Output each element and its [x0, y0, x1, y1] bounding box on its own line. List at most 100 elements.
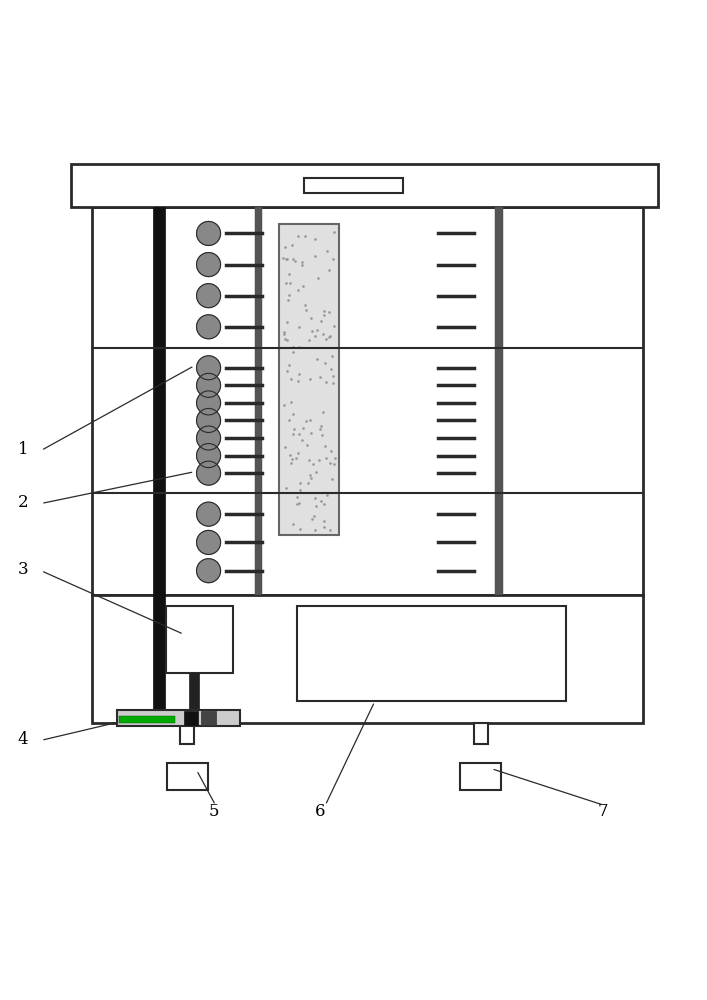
Point — [280, 275, 291, 291]
Point — [293, 366, 305, 382]
Point — [325, 455, 336, 471]
Point — [293, 228, 304, 244]
Point — [295, 475, 306, 491]
Point — [279, 439, 291, 455]
Point — [315, 369, 326, 385]
Circle shape — [197, 502, 221, 526]
Point — [327, 375, 339, 391]
Bar — [153, 207, 165, 595]
Bar — [201, 711, 216, 725]
Point — [291, 489, 303, 505]
Point — [327, 368, 338, 384]
Point — [327, 348, 338, 364]
Point — [329, 450, 341, 466]
Bar — [119, 716, 175, 723]
Point — [320, 331, 332, 347]
Circle shape — [197, 373, 221, 397]
Circle shape — [197, 391, 221, 415]
Bar — [184, 711, 198, 725]
Point — [282, 292, 293, 308]
Point — [305, 371, 316, 387]
Point — [286, 371, 297, 387]
Point — [309, 490, 320, 506]
Point — [315, 421, 326, 437]
Point — [293, 339, 305, 355]
Circle shape — [197, 444, 221, 468]
Bar — [117, 710, 240, 726]
Point — [316, 427, 327, 443]
Point — [287, 344, 298, 360]
Point — [281, 363, 293, 379]
Point — [318, 519, 329, 535]
Point — [287, 516, 298, 532]
Point — [323, 329, 334, 345]
Point — [320, 374, 332, 390]
Point — [291, 496, 302, 512]
Point — [329, 456, 340, 472]
Text: 5: 5 — [209, 803, 219, 820]
Point — [285, 275, 296, 291]
Bar — [180, 723, 194, 744]
Point — [304, 412, 315, 428]
Point — [279, 239, 291, 255]
Point — [296, 432, 308, 448]
Point — [305, 425, 316, 441]
Point — [281, 251, 292, 267]
Point — [279, 331, 291, 347]
Text: 2: 2 — [18, 494, 28, 511]
Text: 7: 7 — [597, 803, 608, 820]
Point — [301, 437, 312, 453]
Text: 1: 1 — [18, 441, 28, 458]
Point — [310, 231, 321, 247]
Point — [300, 297, 311, 313]
Bar — [460, 763, 501, 790]
Point — [309, 522, 320, 538]
Point — [321, 487, 332, 503]
Point — [321, 243, 332, 259]
Circle shape — [197, 315, 221, 339]
Circle shape — [197, 408, 221, 432]
Point — [310, 498, 322, 514]
Circle shape — [197, 461, 221, 485]
Point — [310, 248, 321, 264]
Point — [302, 475, 313, 491]
Bar — [279, 224, 339, 535]
Bar — [166, 606, 233, 673]
Text: 3: 3 — [18, 561, 28, 578]
Point — [293, 282, 304, 298]
Point — [319, 513, 330, 529]
Point — [292, 445, 303, 461]
Point — [300, 413, 311, 429]
Bar — [153, 595, 165, 723]
Point — [294, 521, 305, 537]
Point — [287, 237, 298, 253]
Point — [320, 355, 331, 371]
Point — [286, 451, 298, 467]
Point — [282, 314, 293, 330]
Point — [288, 251, 299, 267]
Point — [300, 302, 312, 318]
Point — [318, 307, 329, 323]
Point — [286, 394, 297, 410]
Bar — [92, 207, 643, 595]
Point — [289, 253, 300, 269]
Point — [279, 397, 290, 413]
Bar — [304, 178, 403, 193]
Point — [312, 270, 324, 286]
Bar — [495, 207, 503, 595]
Point — [325, 522, 336, 538]
Point — [281, 332, 293, 348]
Bar — [71, 164, 658, 207]
Point — [303, 452, 315, 468]
Point — [316, 493, 327, 509]
Point — [311, 464, 322, 480]
Point — [315, 313, 326, 329]
Point — [311, 322, 322, 338]
Point — [283, 266, 294, 282]
Point — [293, 373, 304, 389]
Point — [296, 254, 308, 270]
Point — [306, 511, 317, 527]
Point — [296, 257, 308, 273]
Point — [306, 323, 317, 339]
Point — [317, 404, 329, 420]
